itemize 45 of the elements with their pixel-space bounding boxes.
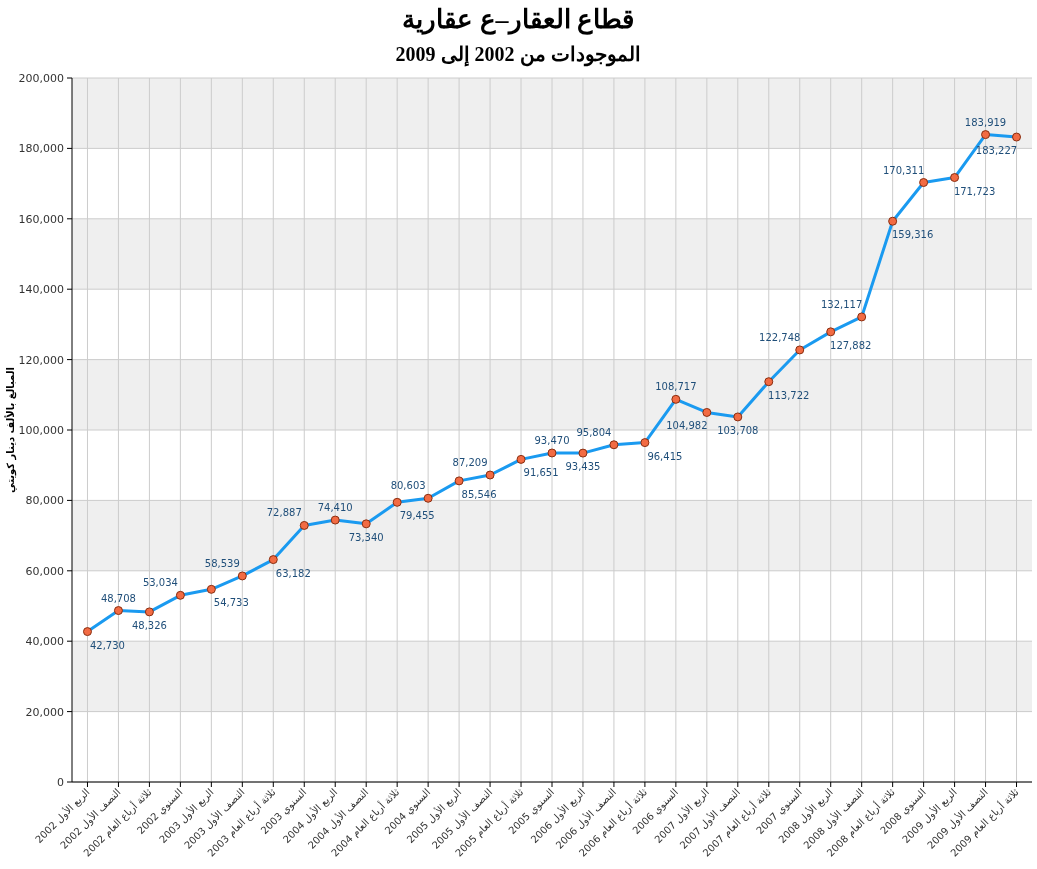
y-tick-label: 180,000 [18,142,64,156]
y-axis-title: المبالغ بالألف دينار كويتي [4,367,17,493]
data-label: 79,455 [399,510,435,522]
data-label: 91,651 [523,467,559,479]
data-label: 183,227 [975,145,1018,157]
data-label: 104,982 [666,420,708,432]
chart-title: قطاع العقار–ع عقارية [402,5,634,35]
y-tick-label: 200,000 [18,72,64,85]
data-label: 73,340 [348,531,384,543]
y-tick-label: 80,000 [25,494,64,508]
data-label: 87,209 [452,457,488,468]
data-label: 48,708 [100,592,136,604]
data-label: 80,603 [390,480,426,492]
data-label: 170,311 [882,164,925,176]
y-tick-label: 60,000 [25,564,64,578]
data-label: 54,733 [213,597,249,609]
chart-subtitle: الموجودات من 2002 إلى 2009 [395,43,641,67]
data-label: 48,326 [131,619,167,631]
y-tick-label: 140,000 [18,283,64,297]
data-label: 171,723 [953,185,996,197]
y-tick-label: 20,000 [25,705,64,719]
data-label: 96,415 [647,450,683,462]
data-label: 183,919 [964,116,1007,128]
data-label: 93,435 [565,461,601,473]
data-label: 122,748 [759,331,801,343]
data-label: 63,182 [275,567,311,579]
data-label: 108,717 [655,381,697,393]
data-label: 58,539 [204,557,240,569]
y-tick-label: 160,000 [18,212,64,226]
data-label: 93,470 [534,435,570,446]
data-label: 74,410 [317,502,353,514]
data-label: 53,034 [142,577,178,589]
data-label: 103,708 [717,424,759,436]
data-label: 42,730 [90,639,125,651]
data-label: 95,804 [576,426,612,438]
data-label: 127,882 [830,339,872,351]
data-label: 72,887 [266,507,302,519]
data-label: 85,546 [461,488,497,500]
data-label: 159,316 [891,229,934,241]
y-tick-label: 100,000 [18,424,64,437]
y-tick-label: 120,000 [18,353,64,367]
y-tick-label: 40,000 [25,635,64,649]
data-label: 113,722 [768,389,810,401]
data-label: 132,117 [821,298,863,310]
y-tick-label: 0 [57,776,64,789]
